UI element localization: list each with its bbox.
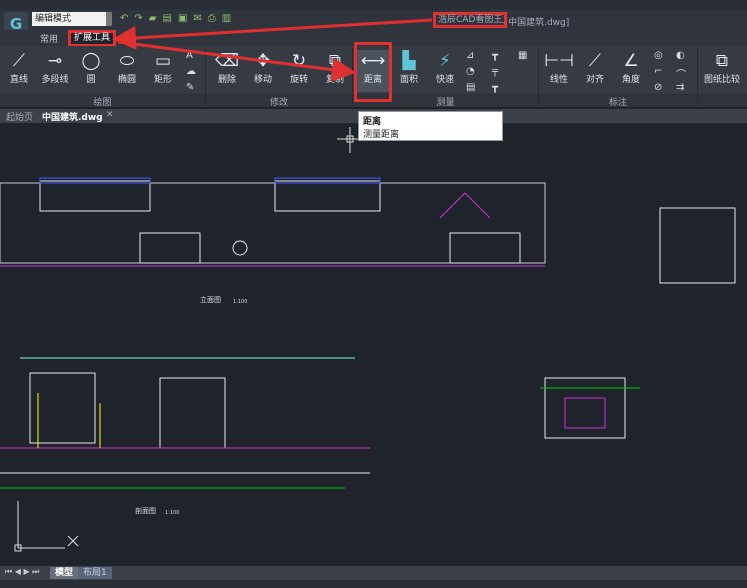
mode-select[interactable]: 编辑模式 <box>32 12 112 26</box>
tab-drawing[interactable]: 中国建筑.dwg <box>42 113 103 123</box>
area-icon: ▙ <box>402 51 416 71</box>
aligned-dim-button[interactable]: ⟋ 对齐 <box>578 50 612 85</box>
linear-dim-button[interactable]: ⊢⊣ 线性 <box>542 50 576 85</box>
section-label: 剖面图 <box>135 507 156 515</box>
rectangle-icon: ▭ <box>154 51 172 71</box>
compare-button[interactable]: ⧉ 图纸比较 <box>700 50 744 85</box>
distance-button[interactable]: ⟷ 距离 <box>356 50 390 92</box>
layout-nav-icons[interactable]: ⏮ ◀ ▶ ⏭ <box>5 567 40 576</box>
open-icon[interactable]: ▰ <box>148 13 157 24</box>
group-modify: 修改 <box>206 94 352 108</box>
area-button[interactable]: ▙ 面积 <box>392 50 426 85</box>
aligned-dim-icon: ⟋ <box>589 51 601 71</box>
line-icon: ⟋ <box>13 51 25 71</box>
tab-start-page[interactable]: 起始页 <box>6 113 34 123</box>
ellipse-button[interactable]: ⬭ 椭圆 <box>110 50 144 85</box>
new-icon[interactable]: ▤ <box>162 13 172 24</box>
group-draw: 绘图 <box>0 94 205 108</box>
quick-access-bar <box>0 10 747 30</box>
quick-access-icons: ↶ ↷ ▰ ▤ ▣ ✉ ⎙ ▥ <box>120 13 231 24</box>
undo-icon[interactable]: ↶ <box>120 13 129 24</box>
elevation-scale: 1:100 <box>233 299 248 305</box>
print-icon[interactable]: ⎙ <box>207 13 216 24</box>
measure-point-icon[interactable]: ┳ <box>492 50 499 61</box>
tab-layout1[interactable]: 布局1 <box>78 567 112 579</box>
lightning-icon: ⚡ <box>439 51 451 71</box>
tab-model[interactable]: 模型 <box>50 567 79 579</box>
compare-icon: ⧉ <box>715 51 729 71</box>
tab-common[interactable]: 常用 <box>40 35 59 45</box>
group-annotate: 标注 <box>539 94 697 108</box>
drawing-canvas[interactable]: 立面图 1:100 剖面图 1:100 <box>0 123 747 565</box>
ruler-icon: ⟷ <box>360 51 386 71</box>
section-scale: 1:100 <box>165 510 180 516</box>
line-button[interactable]: ⟋ 直线 <box>2 50 36 85</box>
ribbon: ⟋直线 ⊸多段线 ◯圆 ⬭椭圆 ▭矩形 A ☁ ✎ ⌫删除 ✥移动 ↻旋转 ⧉复… <box>0 46 747 108</box>
save-icon[interactable]: ▣ <box>177 13 188 24</box>
angle-dim-icon: ∠ <box>623 51 639 71</box>
app-title: 浩辰CAD看图王 <box>433 12 508 28</box>
text-icon[interactable]: A <box>186 50 193 61</box>
export-icon[interactable]: ▥ <box>221 13 232 24</box>
measure-line-icon[interactable]: ╤ <box>492 66 499 77</box>
measure-grid-icon[interactable]: ▦ <box>518 50 528 61</box>
arc-dim-icon[interactable]: ◐ <box>676 50 685 61</box>
measure-arc-icon[interactable]: ◔ <box>466 66 475 77</box>
measure-coord-icon[interactable]: ▤ <box>466 82 476 93</box>
mail-icon[interactable]: ✉ <box>193 13 202 24</box>
measure-sum-icon[interactable]: ┳ <box>492 82 499 93</box>
redo-icon[interactable]: ↷ <box>134 13 143 24</box>
linear-dim-icon: ⊢⊣ <box>544 51 574 71</box>
tooltip-title: 距离 <box>363 117 382 127</box>
circle-icon: ◯ <box>81 51 101 71</box>
arc-length-icon[interactable]: ⌒ <box>676 70 686 81</box>
leader-icon[interactable]: ⇉ <box>676 82 685 93</box>
polyline-button[interactable]: ⊸ 多段线 <box>38 50 72 85</box>
quick-measure-button[interactable]: ⚡ 快速 <box>428 50 462 85</box>
ordinate-icon[interactable]: ⌐ <box>654 66 663 77</box>
close-tab-icon[interactable]: ✕ <box>106 110 114 120</box>
circle-button[interactable]: ◯ 圆 <box>74 50 108 85</box>
diameter-icon[interactable]: ⊘ <box>654 82 663 93</box>
measure-angle-icon[interactable]: ⊿ <box>466 50 475 61</box>
status-bar <box>0 580 747 588</box>
elevation-label: 立面图 <box>200 296 221 304</box>
radius-icon[interactable]: ◎ <box>654 50 663 61</box>
angle-dim-button[interactable]: ∠ 角度 <box>614 50 648 85</box>
group-measure: 测量 <box>353 94 538 108</box>
window-top <box>0 0 747 10</box>
cloud-icon[interactable]: ☁ <box>186 66 196 77</box>
file-title: - 中国建筑.dwg] <box>502 18 570 28</box>
ellipse-icon: ⬭ <box>119 51 135 71</box>
cad-drawing <box>0 127 736 552</box>
polyline-icon: ⊸ <box>47 51 63 71</box>
layout-bar: ⏮ ◀ ▶ ⏭ 模型 布局1 <box>0 566 747 580</box>
tooltip-desc: 测量距离 <box>363 130 400 140</box>
annotation-arrows <box>112 18 433 82</box>
sketch-icon[interactable]: ✎ <box>186 82 195 93</box>
rectangle-button[interactable]: ▭ 矩形 <box>146 50 180 85</box>
tooltip: 距离 测量距离 <box>358 111 503 141</box>
